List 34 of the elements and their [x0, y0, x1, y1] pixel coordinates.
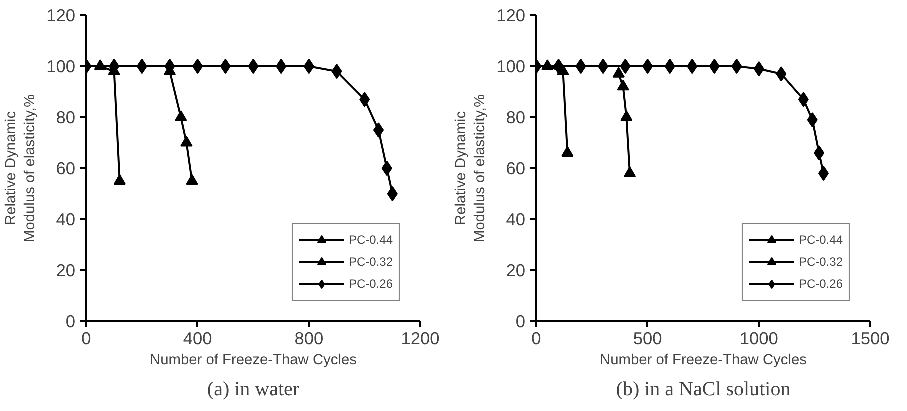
legend-label: PC-0.26 [798, 277, 843, 291]
y-tick-label: 80 [56, 108, 76, 128]
y-tick-label: 20 [506, 260, 526, 280]
text: (a) in water [207, 378, 300, 400]
y-tick-label: 0 [66, 312, 76, 332]
text: (b) in a NaCl solution [616, 378, 791, 400]
legend-label: PC-0.44 [348, 233, 393, 247]
y-tick-label: 100 [496, 56, 526, 76]
legend-label: PC-0.32 [348, 255, 393, 269]
y-axis-title: Relative Dynamic Modulus of elasticity,% [3, 94, 39, 242]
x-axis-title: Number of Freeze-Thaw Cycles [150, 352, 357, 368]
y-tick-label: 60 [506, 158, 526, 178]
x-tick-label: 1200 [401, 328, 440, 348]
y-tick-label: 120 [46, 6, 76, 26]
x-tick-label: 0 [82, 328, 92, 348]
legend-label: PC-0.44 [798, 233, 843, 247]
x-tick-label: 400 [183, 328, 212, 348]
y-tick-label: 40 [56, 210, 76, 230]
x-tick-label: 1000 [740, 328, 778, 348]
legend-label: PC-0.26 [348, 277, 393, 291]
y-tick-label: 120 [496, 6, 526, 26]
x-tick-label: 800 [294, 328, 324, 348]
y-tick-label: 80 [506, 108, 526, 128]
y-tick-label: 0 [516, 312, 526, 332]
y-axis-title: Relative Dynamic Modulus of elasticity,% [453, 94, 489, 242]
x-tick-label: 0 [532, 328, 542, 348]
y-tick-label: 40 [506, 210, 526, 230]
x-tick-label: 500 [633, 328, 662, 348]
x-tick-label: 1500 [851, 328, 890, 348]
y-tick-label: 60 [56, 158, 76, 178]
legend-label: PC-0.32 [798, 255, 843, 269]
x-axis-title: Number of Freeze-Thaw Cycles [600, 352, 807, 368]
y-tick-label: 100 [46, 56, 76, 76]
y-tick-label: 20 [56, 260, 76, 280]
